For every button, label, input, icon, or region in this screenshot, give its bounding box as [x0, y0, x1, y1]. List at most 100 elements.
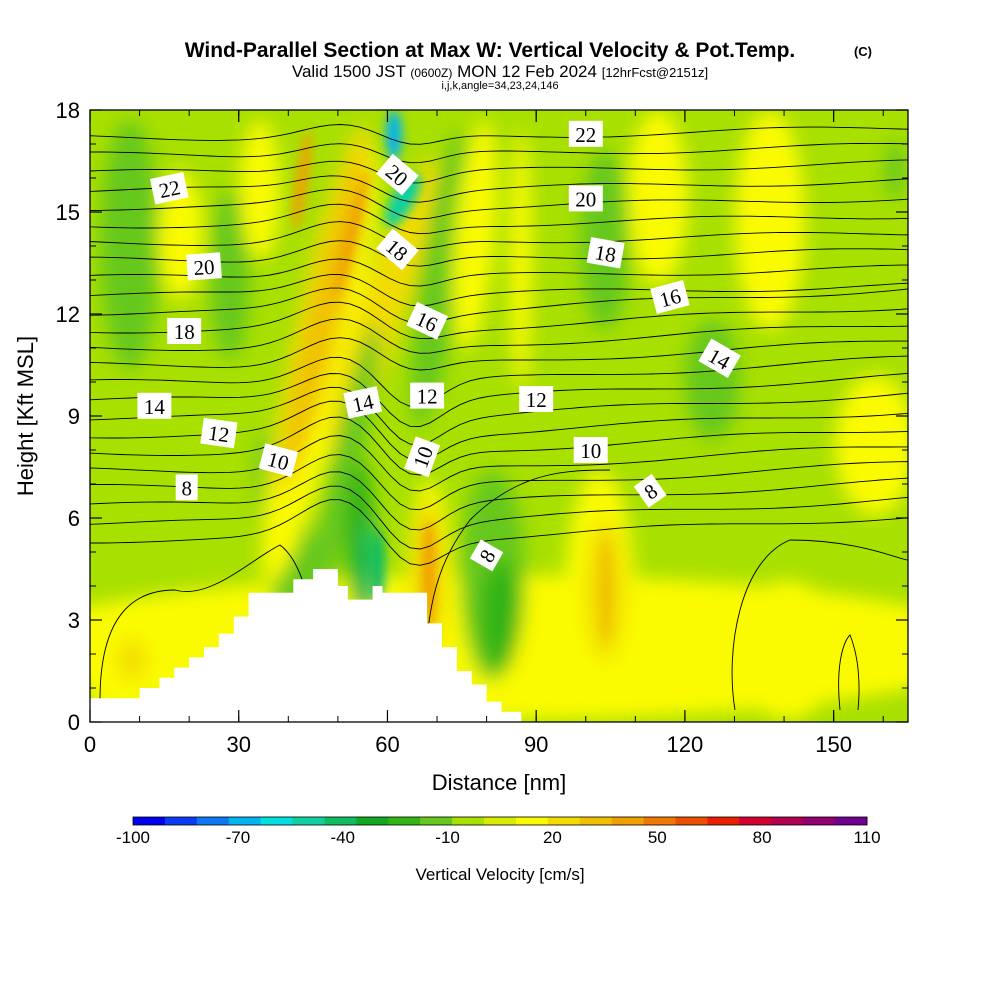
subtitle-date: MON 12 Feb 2024 [457, 62, 597, 81]
contour-label-box [186, 252, 222, 281]
colorbar-swatch [133, 817, 166, 825]
colorbar-swatch [164, 817, 198, 825]
contour-label-box [573, 437, 608, 463]
theta-contour [90, 203, 908, 235]
x-tick-label: 0 [84, 732, 96, 757]
contour-label-box [137, 392, 172, 419]
y-tick-label: 6 [68, 506, 80, 531]
contour-label: 8 [175, 474, 198, 501]
contour-label-box [376, 228, 419, 271]
colorbar-swatch [675, 817, 708, 825]
colorbar-swatch [484, 817, 517, 825]
x-tick-label: 30 [226, 732, 250, 757]
theta-contour [90, 301, 908, 340]
contour-label: 10 [573, 437, 608, 463]
theta-contour [838, 634, 860, 711]
terrain [90, 569, 522, 722]
x-axis: 0 30 60 90 120 150 [84, 110, 884, 757]
colorbar-frame [132, 816, 868, 826]
velocity-region [885, 140, 905, 200]
theta-contour [99, 544, 311, 701]
colorbar-tick-label: 80 [753, 828, 772, 847]
subtitle-grid: i,j,k,angle=34,23,24,146 [441, 80, 558, 92]
colorbar-swatch [739, 817, 772, 825]
velocity-region [452, 120, 498, 350]
contour-label-text: 18 [593, 240, 618, 267]
contour-label: 8 [469, 539, 504, 572]
subtitle-utc: (0600Z) [410, 66, 452, 80]
theta-contour [90, 287, 908, 325]
y-tick-label: 15 [56, 200, 80, 225]
contour-label-box [376, 153, 419, 196]
contour-label: 22 [568, 120, 603, 147]
contour-label-box [650, 280, 690, 314]
colorbar-swatch [292, 817, 325, 825]
contour-label-box [586, 237, 625, 269]
theta-contour [90, 372, 908, 427]
contour-label: 18 [586, 237, 625, 269]
colorbar-swatch [196, 817, 230, 825]
contour-label: 12 [410, 382, 445, 409]
velocity-core [386, 110, 402, 160]
colorbar-tick-label: -70 [226, 828, 251, 847]
velocity-region [735, 110, 805, 330]
velocity-region [510, 130, 532, 390]
contour-label-box [167, 318, 202, 344]
contour-label-box [175, 474, 198, 501]
colorbar-label: Vertical Velocity [cm/s] [415, 865, 584, 884]
y-axis: 0 3 6 9 12 15 18 [56, 98, 908, 735]
velocity-core [370, 530, 384, 600]
colorbar-swatch [515, 817, 549, 825]
contour-label-box [568, 120, 603, 147]
theta-contour [90, 318, 908, 354]
colorbar-swatch [228, 817, 262, 825]
colorbar: -100 -70 -40 -10 20 50 80 110 [116, 816, 881, 847]
contour-label-text: 8 [181, 476, 192, 500]
velocity-core [600, 540, 612, 640]
theta-contour [90, 435, 908, 492]
contour-label-box [519, 386, 554, 412]
contour-label-box [698, 338, 741, 378]
contour-label-text: 22 [575, 123, 596, 147]
colorbar-tick-label: 110 [853, 828, 880, 847]
colorbar-tick-label: -100 [116, 828, 150, 847]
colorbar-swatch [260, 817, 294, 825]
theta-contour [424, 469, 611, 691]
x-tick-label: 120 [667, 732, 704, 757]
colorbar-swatch [388, 817, 421, 825]
colorbar-swatch [643, 817, 677, 825]
theta-contour [90, 471, 908, 531]
colorbar-swatch [324, 817, 357, 825]
contour-label-text: 14 [144, 395, 166, 419]
contour-label-box [200, 417, 238, 449]
colorbar-swatch [803, 817, 836, 825]
contour-label-box [343, 386, 383, 419]
contour-label-text: 20 [575, 187, 596, 211]
contour-label-text: 20 [193, 255, 216, 280]
colorbar-tick-label: -40 [330, 828, 355, 847]
chart-title: Wind-Parallel Section at Max W: Vertical… [185, 39, 796, 62]
colorbar-swatch [707, 817, 740, 825]
y-tick-label: 12 [56, 302, 80, 327]
theta-contour [731, 539, 908, 711]
velocity-core [334, 171, 368, 299]
contour-label-box [469, 539, 504, 572]
theta-contour [90, 124, 908, 145]
contour-label: 18 [167, 318, 202, 344]
velocity-region [480, 560, 520, 670]
x-tick-label: 60 [375, 732, 399, 757]
subtitle-valid: Valid 1500 JST [292, 62, 406, 81]
contour-label-text: 12 [207, 421, 231, 448]
colorbar-swatch [452, 817, 485, 825]
theta-contour [90, 416, 908, 476]
theta-contour [90, 274, 908, 307]
colorbar-swatch [420, 817, 453, 825]
colorbar-tick-label: -10 [435, 828, 460, 847]
x-axis-label: Distance [nm] [432, 770, 567, 795]
contour-label: 12 [519, 386, 554, 412]
theta-contour [90, 142, 908, 164]
velocity-region [685, 320, 740, 440]
theta-contour [90, 355, 908, 407]
